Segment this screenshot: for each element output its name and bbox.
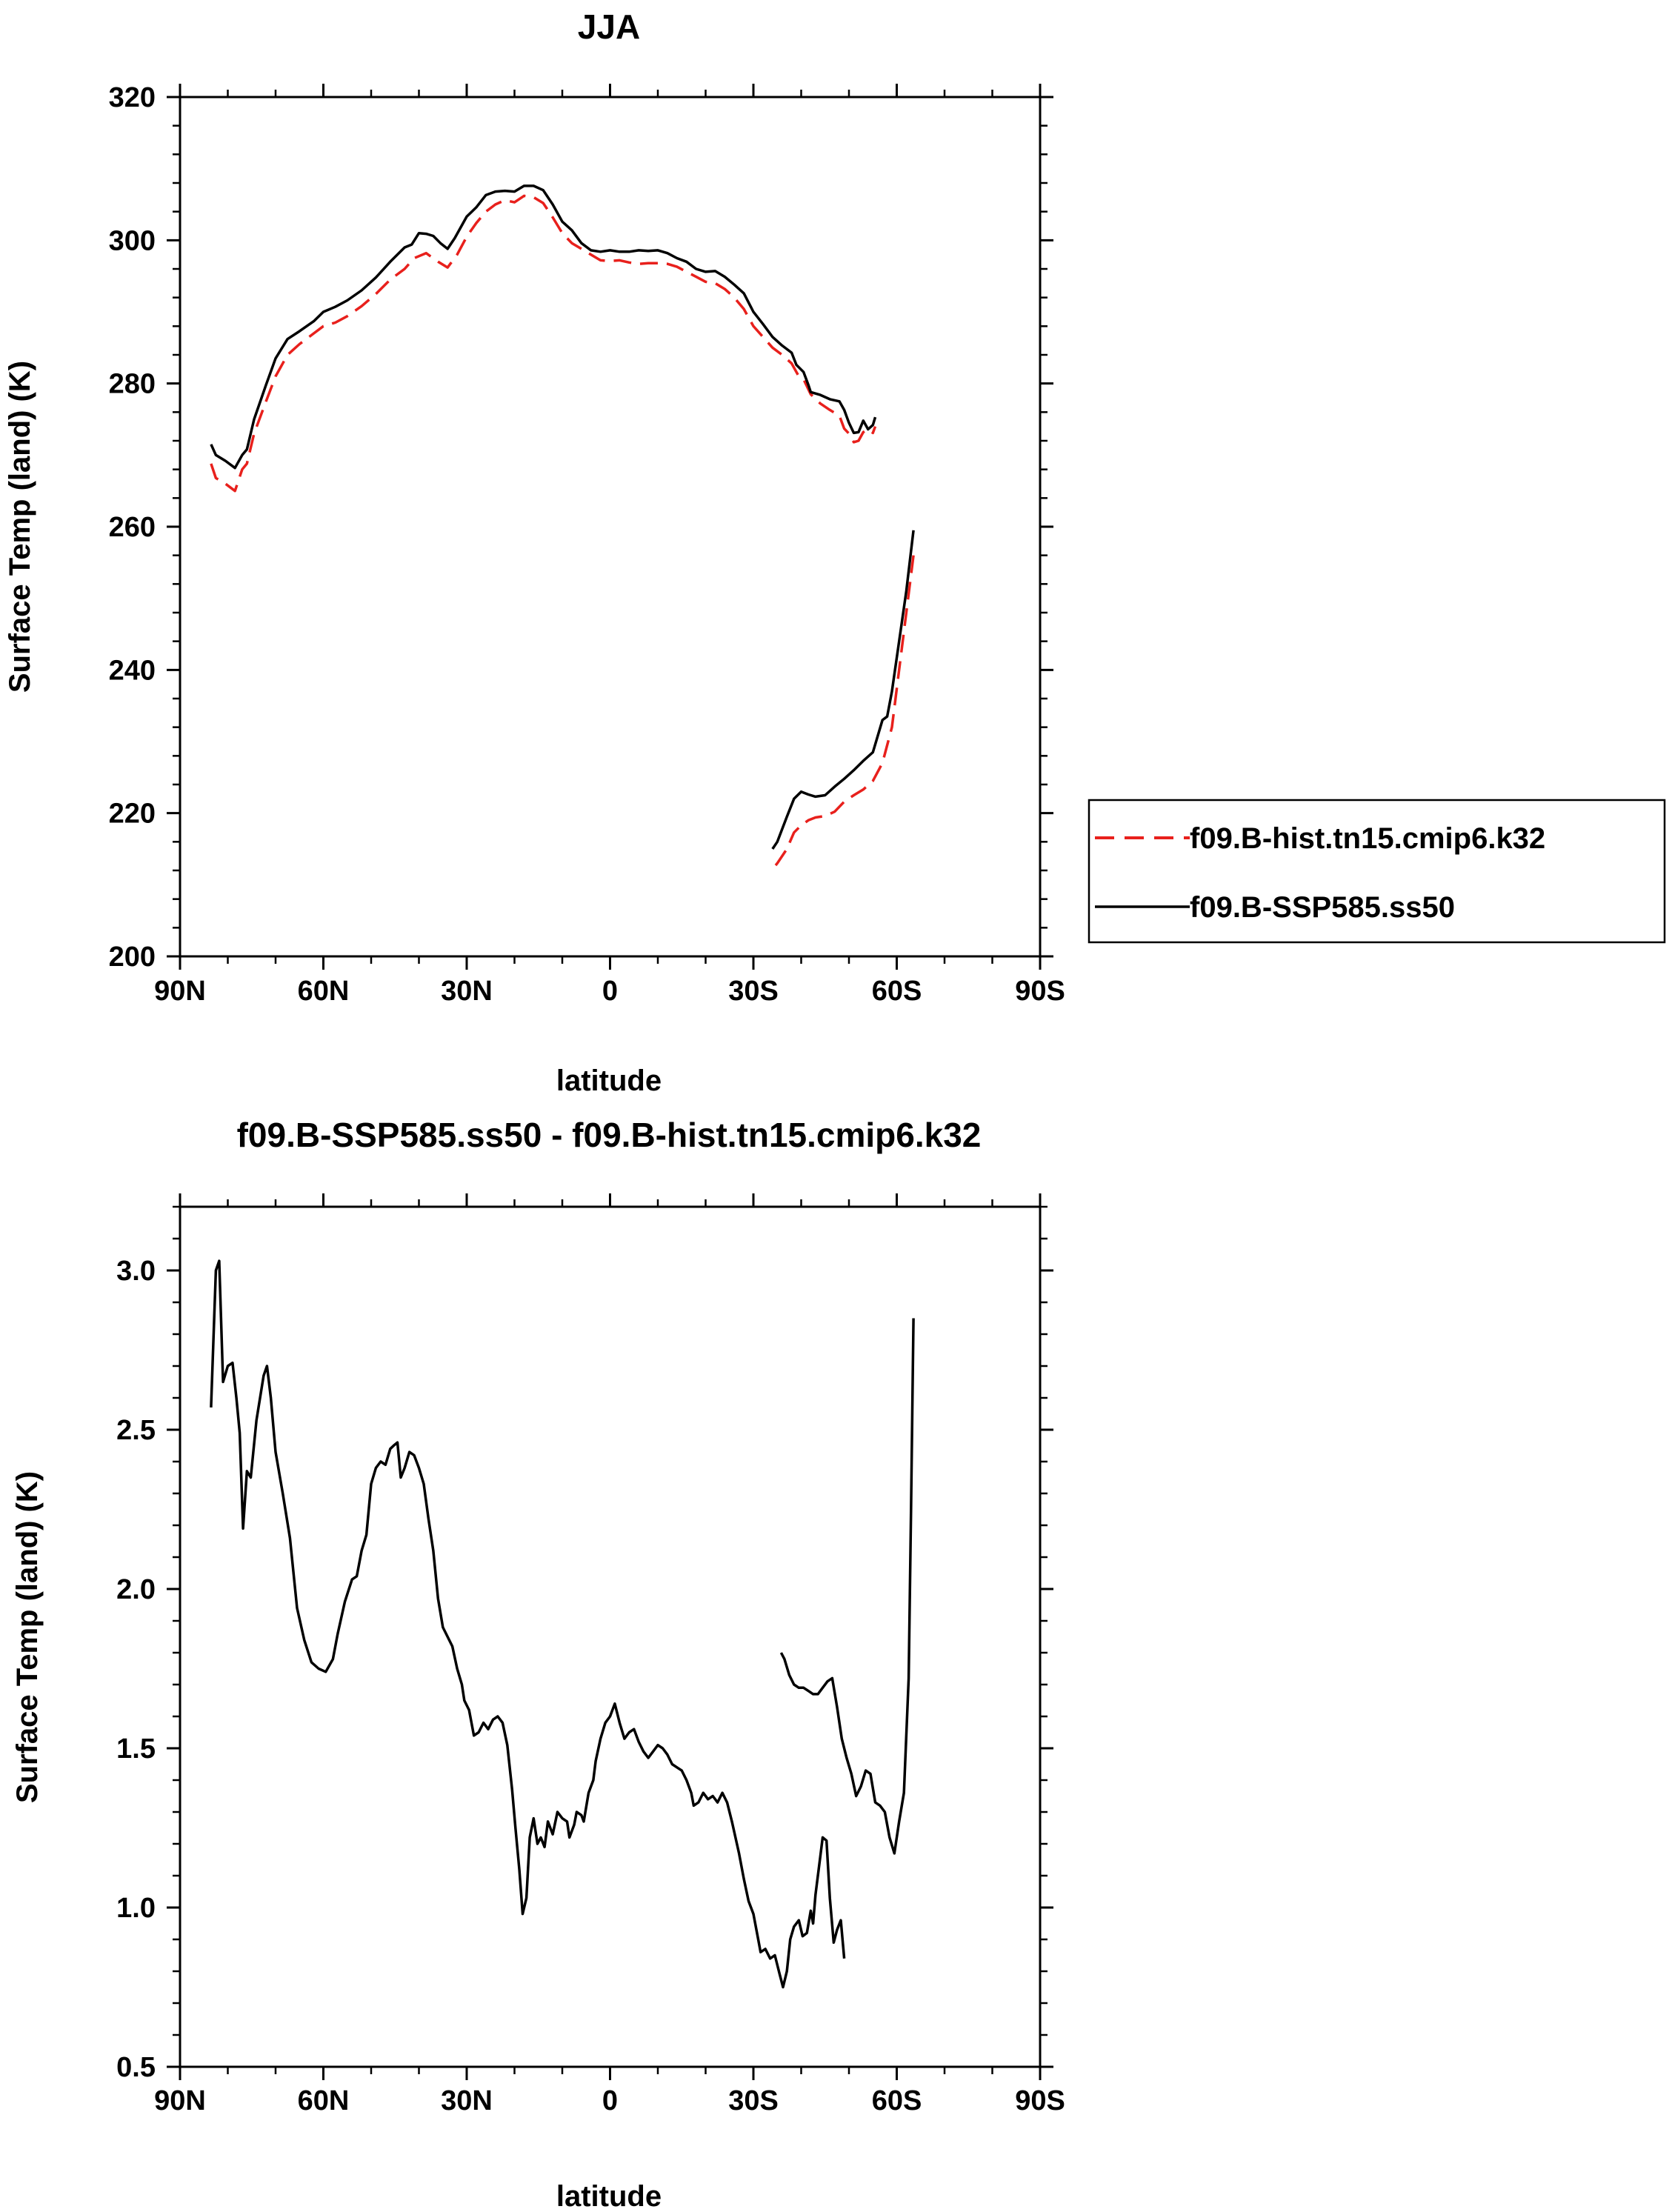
- upper-y-tick-label: 260: [109, 512, 156, 543]
- lower-plot-y-tick-labels: 0.5 1.0 1.5 2.0 2.5 3.0: [116, 1256, 156, 2083]
- upper-plot-y-tick-labels: 200 220 240 260 280 300 320: [109, 82, 156, 973]
- lower-x-tick-label: 30N: [441, 2085, 493, 2116]
- upper-series-0-segment-1: [771, 555, 915, 870]
- upper-series-0-segment-0: [210, 194, 877, 493]
- lower-y-tick-label: 2.0: [116, 1574, 156, 1605]
- upper-plot-y-axis-label: Surface Temp (land) (K): [4, 361, 36, 693]
- upper-y-tick-label: 200: [109, 942, 156, 973]
- upper-x-tick-label: 30N: [441, 976, 493, 1007]
- legend-label-ssp585: f09.B-SSP585.ss50: [1190, 891, 1455, 924]
- upper-x-tick-label: 30S: [728, 976, 779, 1007]
- upper-x-tick-label: 90S: [1015, 976, 1065, 1007]
- lower-series-0-segment-1: [779, 1318, 915, 1855]
- lower-plot-frame: [179, 1205, 1042, 2068]
- upper-y-tick-label: 240: [109, 655, 156, 686]
- upper-x-tick-label: 60S: [872, 976, 922, 1007]
- upper-y-tick-label: 320: [109, 82, 156, 113]
- upper-y-tick-label: 280: [109, 369, 156, 400]
- lower-y-tick-label: 0.5: [116, 2052, 156, 2083]
- lower-plot: f09.B-SSP585.ss50 - f09.B-hist.tn15.cmip…: [11, 1116, 1065, 2212]
- lower-x-tick-label: 90S: [1015, 2085, 1065, 2116]
- legend-box: [1088, 799, 1666, 944]
- upper-plot-title: JJA: [578, 7, 640, 46]
- lower-plot-ticks: [167, 1193, 1053, 2080]
- upper-plot-ticks: [167, 84, 1053, 970]
- upper-plot-series: [210, 184, 915, 870]
- lower-y-tick-label: 1.0: [116, 1893, 156, 1924]
- lower-y-tick-label: 1.5: [116, 1733, 156, 1765]
- lower-x-tick-label: 60S: [872, 2085, 922, 2116]
- lower-plot-y-axis-label: Surface Temp (land) (K): [11, 1471, 44, 1803]
- lower-series-0-segment-0: [210, 1259, 846, 1989]
- lower-plot-x-tick-labels: 90N 60N 30N 0 30S 60S 90S: [154, 2085, 1065, 2116]
- lower-y-tick-label: 2.5: [116, 1415, 156, 1446]
- lower-x-tick-label: 90N: [154, 2085, 206, 2116]
- legend: f09.B-hist.tn15.cmip6.k32 f09.B-SSP585.s…: [1088, 799, 1666, 944]
- lower-x-tick-label: 60N: [298, 2085, 350, 2116]
- upper-x-tick-label: 90N: [154, 976, 206, 1007]
- lower-x-tick-label: 30S: [728, 2085, 779, 2116]
- lower-x-tick-label: 0: [602, 2085, 618, 2116]
- upper-plot: JJA 90N 60N 30N 0 30S 60S 90S 200 220 240 260 280 3…: [4, 7, 1666, 1097]
- upper-plot-x-tick-labels: 90N 60N 30N 0 30S 60S 90S: [154, 976, 1065, 1007]
- upper-x-tick-label: 0: [602, 976, 618, 1007]
- upper-y-tick-label: 300: [109, 225, 156, 256]
- upper-plot-frame: [179, 96, 1042, 958]
- lower-y-tick-label: 3.0: [116, 1256, 156, 1287]
- lower-plot-x-axis-label: latitude: [556, 2180, 662, 2212]
- legend-label-hist: f09.B-hist.tn15.cmip6.k32: [1190, 822, 1545, 855]
- upper-y-tick-label: 220: [109, 799, 156, 830]
- lower-plot-series: [210, 1259, 915, 1989]
- upper-series-1-segment-0: [210, 184, 877, 470]
- lower-plot-title: f09.B-SSP585.ss50 - f09.B-hist.tn15.cmip…: [237, 1116, 982, 1154]
- upper-plot-x-axis-label: latitude: [556, 1065, 662, 1097]
- upper-series-1-segment-1: [771, 530, 915, 850]
- upper-x-tick-label: 60N: [298, 976, 350, 1007]
